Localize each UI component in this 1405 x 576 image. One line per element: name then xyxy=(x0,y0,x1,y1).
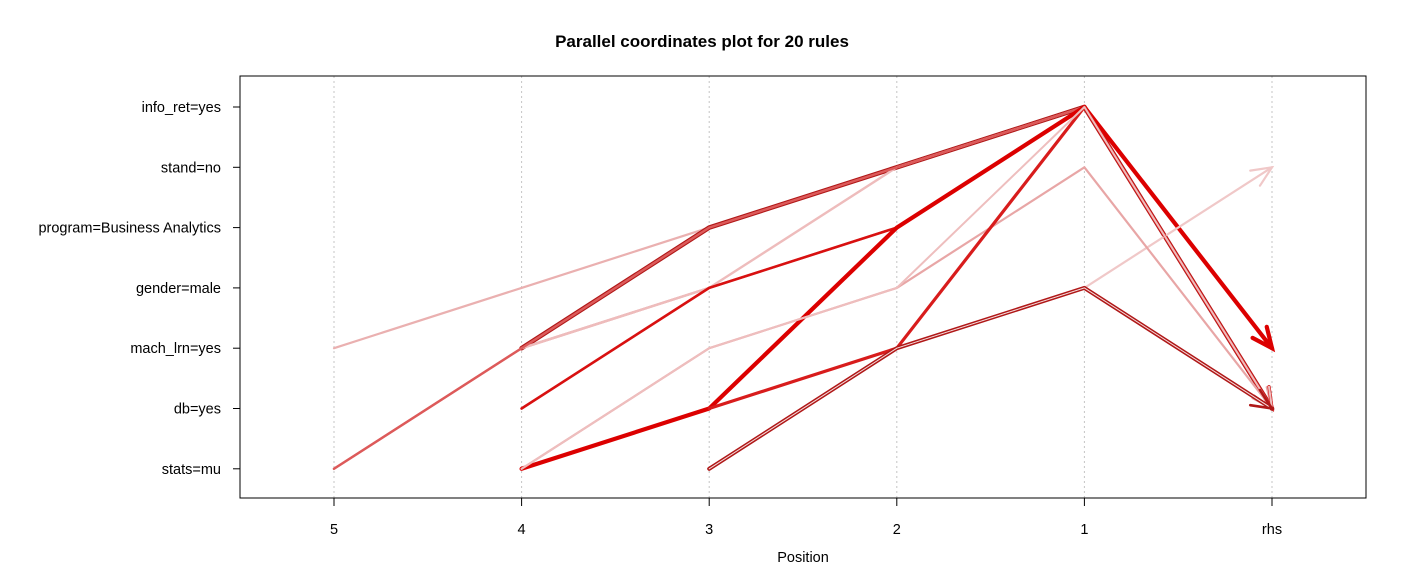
rule-line xyxy=(332,105,1274,470)
x-tick-label: 5 xyxy=(330,522,338,538)
rule-arrowhead xyxy=(1249,165,1275,187)
plot-frame xyxy=(239,75,1367,499)
y-tick-label: stats=mu xyxy=(162,462,221,478)
x-tick-label: 4 xyxy=(518,522,526,538)
y-tick-label: mach_lrn=yes xyxy=(130,341,221,357)
rule-arrowhead xyxy=(1250,324,1276,353)
rule-line xyxy=(519,104,1276,471)
x-tick-label: rhs xyxy=(1262,522,1282,538)
rule-lines xyxy=(332,104,1276,471)
x-tick-label: 1 xyxy=(1080,522,1088,538)
y-tick-label: db=yes xyxy=(174,402,221,418)
y-tick-label: gender=male xyxy=(136,281,221,297)
x-tick-label: 3 xyxy=(705,522,713,538)
y-tick-label: info_ret=yes xyxy=(142,100,221,116)
x-tick-label: 2 xyxy=(893,522,901,538)
x-axis-title: Position xyxy=(777,550,829,566)
y-tick-label: program=Business Analytics xyxy=(38,221,221,237)
x-axis: 5 4 3 2 1 rhs xyxy=(330,498,1282,538)
rule-line xyxy=(707,105,1275,412)
rule-line xyxy=(707,285,1275,471)
rule-arrowhead xyxy=(1248,388,1275,411)
chart-title: Parallel coordinates plot for 20 rules xyxy=(555,32,849,51)
rule-line xyxy=(332,105,1274,470)
y-tick-label: stand=no xyxy=(161,160,221,176)
y-axis: info_ret=yes stand=no program=Business Ana… xyxy=(38,100,240,478)
grid-lines xyxy=(333,76,1273,498)
